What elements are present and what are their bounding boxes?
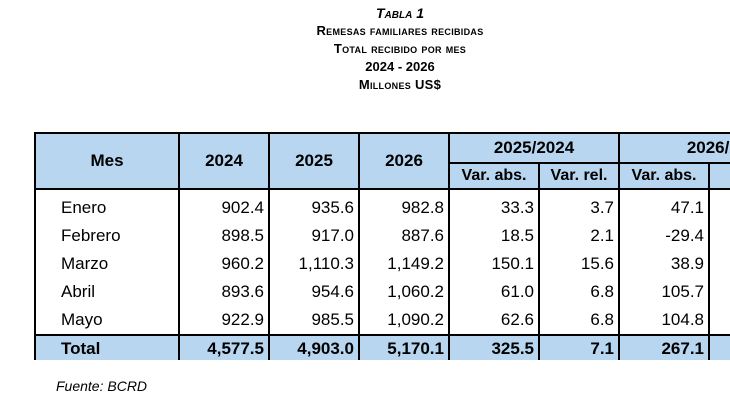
subheader-var-abs: Var. abs.: [448, 162, 540, 190]
cell-var-abs-1: 150.1: [448, 250, 540, 278]
col-header-2026: 2026: [358, 132, 450, 190]
table-row: Mayo 922.9 985.5 1,090.2 62.6 6.8 104.8: [34, 306, 730, 335]
table-subtitle-1: Remesas familiares recibidas: [316, 23, 484, 38]
remittance-table: Mes 2024 2025 2026 2025/2024 2026/2025 V…: [34, 132, 730, 360]
subheader-var-rel: Var. rel.: [708, 162, 730, 190]
subheader-var-abs: Var. abs.: [618, 162, 710, 190]
table-row: Marzo 960.2 1,110.3 1,149.2 150.1 15.6 38.9: [34, 250, 730, 278]
source-note: Fuente: BCRD: [56, 378, 148, 394]
total-cell-2025: 4,903.0: [268, 334, 360, 360]
cell-var-rel-2: [708, 250, 730, 278]
table-row: Enero 902.4 935.6 982.8 33.3 3.7 47.1: [34, 189, 730, 222]
col-header-mes: Mes: [34, 132, 180, 190]
cell-2024: 898.5: [178, 222, 270, 250]
subheader-var-rel: Var. rel.: [538, 162, 620, 190]
cell-2026: 887.6: [358, 222, 450, 250]
table-row: Febrero 898.5 917.0 887.6 18.5 2.1 -29.4: [34, 222, 730, 250]
cell-var-rel-1: 15.6: [538, 250, 620, 278]
table-subtitle-3: 2024 - 2026: [365, 59, 435, 74]
total-cell-2024: 4,577.5: [178, 334, 270, 360]
month-cell: Abril: [34, 278, 180, 306]
group-header-2025-2024: 2025/2024: [448, 132, 620, 164]
month-cell: Mayo: [34, 306, 180, 335]
cell-var-rel-1: 6.8: [538, 306, 620, 335]
cell-2025: 954.6: [268, 278, 360, 306]
cell-2026: 1,149.2: [358, 250, 450, 278]
month-cell: Marzo: [34, 250, 180, 278]
cell-var-rel-1: 2.1: [538, 222, 620, 250]
cell-2025: 1,110.3: [268, 250, 360, 278]
cell-var-abs-1: 62.6: [448, 306, 540, 335]
header-row: Mes 2024 2025 2026 2025/2024 2026/2025: [34, 132, 730, 190]
cell-var-abs-2: 38.9: [618, 250, 710, 278]
cell-2025: 935.6: [268, 189, 360, 222]
cell-2024: 960.2: [178, 250, 270, 278]
cell-var-rel-1: 3.7: [538, 189, 620, 222]
cell-2024: 893.6: [178, 278, 270, 306]
total-cell-var-abs-2: 267.1: [618, 334, 710, 360]
cell-var-abs-2: -29.4: [618, 222, 710, 250]
cell-var-rel-1: 6.8: [538, 278, 620, 306]
cell-var-abs-2: 105.7: [618, 278, 710, 306]
col-header-2024: 2024: [178, 132, 270, 190]
total-cell-var-abs-1: 325.5: [448, 334, 540, 360]
total-cell-var-rel-1: 7.1: [538, 334, 620, 360]
col-header-2025: 2025: [268, 132, 360, 190]
total-cell-2026: 5,170.1: [358, 334, 450, 360]
cell-2026: 982.8: [358, 189, 450, 222]
month-cell: Enero: [34, 189, 180, 222]
remittance-table-container: Mes 2024 2025 2026 2025/2024 2026/2025 V…: [34, 132, 730, 360]
cell-var-abs-1: 33.3: [448, 189, 540, 222]
total-cell-var-rel-2: [708, 334, 730, 360]
table-caption: Tabla 1 Remesas familiares recibidas Tot…: [0, 4, 730, 94]
cell-var-abs-1: 61.0: [448, 278, 540, 306]
cell-var-rel-2: [708, 278, 730, 306]
cell-var-rel-2: [708, 189, 730, 222]
cell-2024: 902.4: [178, 189, 270, 222]
cell-2026: 1,090.2: [358, 306, 450, 335]
table-subtitle-2: Total recibido por mes: [333, 41, 467, 56]
cell-2024: 922.9: [178, 306, 270, 335]
cell-2025: 985.5: [268, 306, 360, 335]
cell-2025: 917.0: [268, 222, 360, 250]
cell-var-rel-2: [708, 222, 730, 250]
cell-2026: 1,060.2: [358, 278, 450, 306]
month-cell: Febrero: [34, 222, 180, 250]
table-title: Tabla 1: [375, 5, 424, 21]
cell-var-abs-2: 104.8: [618, 306, 710, 335]
group-header-2026-2025: 2026/2025: [618, 132, 730, 164]
total-row: Total 4,577.5 4,903.0 5,170.1 325.5 7.1 …: [34, 334, 730, 360]
cell-var-abs-1: 18.5: [448, 222, 540, 250]
cell-var-rel-2: [708, 306, 730, 335]
table-subtitle-4: Millones US$: [358, 77, 442, 92]
table-row: Abril 893.6 954.6 1,060.2 61.0 6.8 105.7: [34, 278, 730, 306]
total-label: Total: [34, 334, 180, 360]
cell-var-abs-2: 47.1: [618, 189, 710, 222]
